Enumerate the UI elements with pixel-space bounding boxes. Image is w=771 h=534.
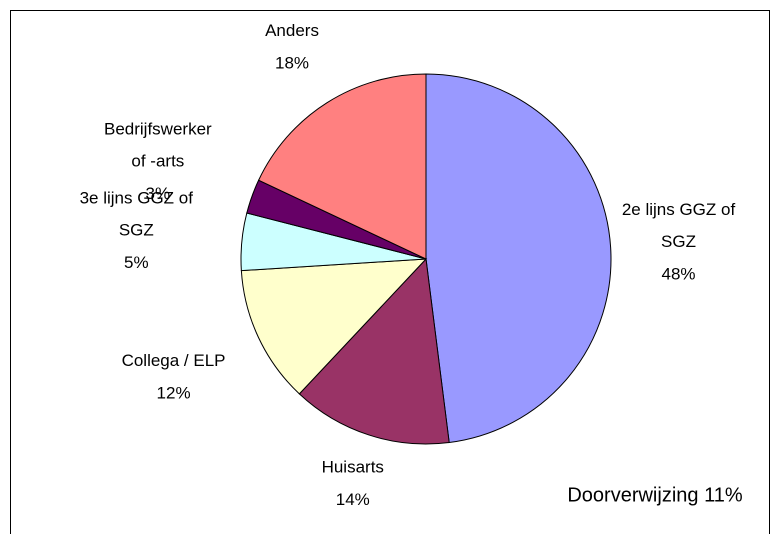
slice-label: Bedrijfswerker of -arts [104,120,212,171]
slice-label: Collega / ELP [122,351,226,370]
slice-label: 2e lijns GGZ of SGZ [622,201,736,252]
pie-slice [298,257,450,445]
slice-value-label: 3% [146,184,171,203]
slice-value-label: 5% [124,253,149,272]
slice-label: 3e lijns GGZ of SGZ [80,189,194,240]
slice-label: Huisarts [322,458,384,477]
pie-slice [257,73,427,260]
chart-frame [10,10,770,534]
pie-slice [425,73,612,444]
slice-value-label: 18% [275,53,309,72]
pie [240,73,612,445]
annotation: Doorverwijzing 11% [567,484,742,506]
slice-value-label: 48% [661,265,695,284]
slice-value-label: 12% [157,383,191,402]
slice-value-label: 14% [336,490,370,509]
slice-label: Anders [265,21,319,40]
pie-slice [240,258,428,395]
